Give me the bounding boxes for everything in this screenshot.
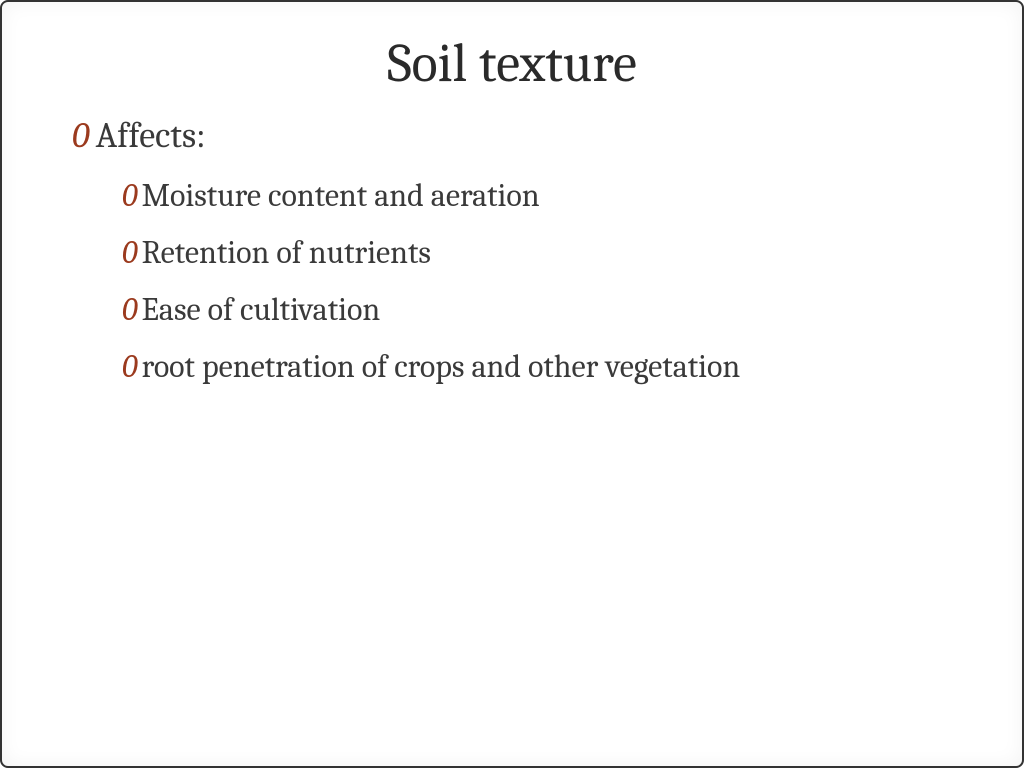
bullet-marker-icon: 0 [122, 288, 138, 331]
bullet-l2-text: Moisture content and aeration [142, 174, 540, 217]
bullet-marker-icon: 0 [72, 113, 90, 160]
bullet-marker-icon: 0 [122, 345, 138, 388]
slide-container: Soil texture 0 Affects: 0 Moisture conte… [0, 0, 1024, 768]
bullet-l2-text: Ease of cultivation [142, 288, 381, 331]
bullet-marker-icon: 0 [122, 231, 138, 274]
slide-title: Soil texture [2, 2, 1022, 105]
bullet-level2-item: 0 root penetration of crops and other ve… [122, 345, 952, 388]
bullet-level2-item: 0 Moisture content and aeration [122, 174, 952, 217]
bullet-l2-text: root penetration of crops and other vege… [142, 345, 741, 388]
bullet-level1: 0 Affects: [72, 113, 952, 160]
bullet-l1-text: Affects: [96, 113, 206, 160]
bullet-l2-text: Retention of nutrients [142, 231, 431, 274]
bullet-level2-item: 0 Ease of cultivation [122, 288, 952, 331]
bullet-marker-icon: 0 [122, 174, 138, 217]
bullet-level2-item: 0 Retention of nutrients [122, 231, 952, 274]
slide-content: 0 Affects: 0 Moisture content and aerati… [2, 105, 1022, 389]
